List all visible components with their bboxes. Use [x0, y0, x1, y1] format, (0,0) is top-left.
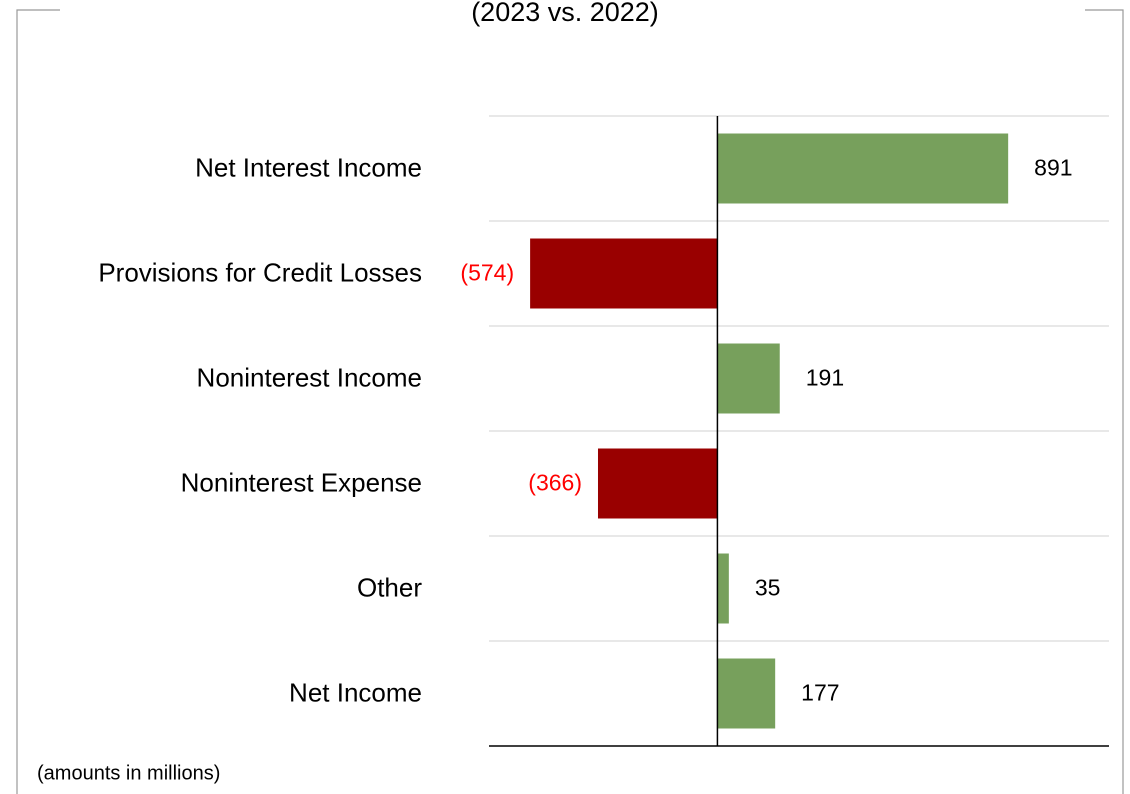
value-label: 177	[801, 680, 839, 706]
value-label: (366)	[528, 470, 582, 496]
bar	[717, 343, 780, 414]
bar	[717, 553, 729, 624]
value-label: 891	[1034, 155, 1072, 181]
frame	[16, 9, 1124, 794]
value-label: 191	[806, 365, 844, 391]
category-label: Provisions for Credit Losses	[98, 257, 422, 287]
footnote: (amounts in millions)	[37, 762, 220, 784]
category-label: Net Income	[289, 677, 422, 707]
bar	[717, 658, 776, 729]
bar	[530, 238, 718, 309]
value-label: (574)	[460, 260, 514, 286]
frame-left	[16, 9, 60, 794]
bar	[717, 133, 1009, 204]
category-label: Net Interest Income	[195, 152, 422, 182]
chart-title: (2023 vs. 2022)	[471, 0, 659, 27]
category-label: Noninterest Income	[197, 362, 422, 392]
frame-right	[1085, 9, 1124, 794]
category-label: Noninterest Expense	[181, 467, 422, 497]
bar	[597, 448, 718, 519]
value-label: 35	[755, 575, 781, 601]
category-label: Other	[357, 572, 422, 602]
